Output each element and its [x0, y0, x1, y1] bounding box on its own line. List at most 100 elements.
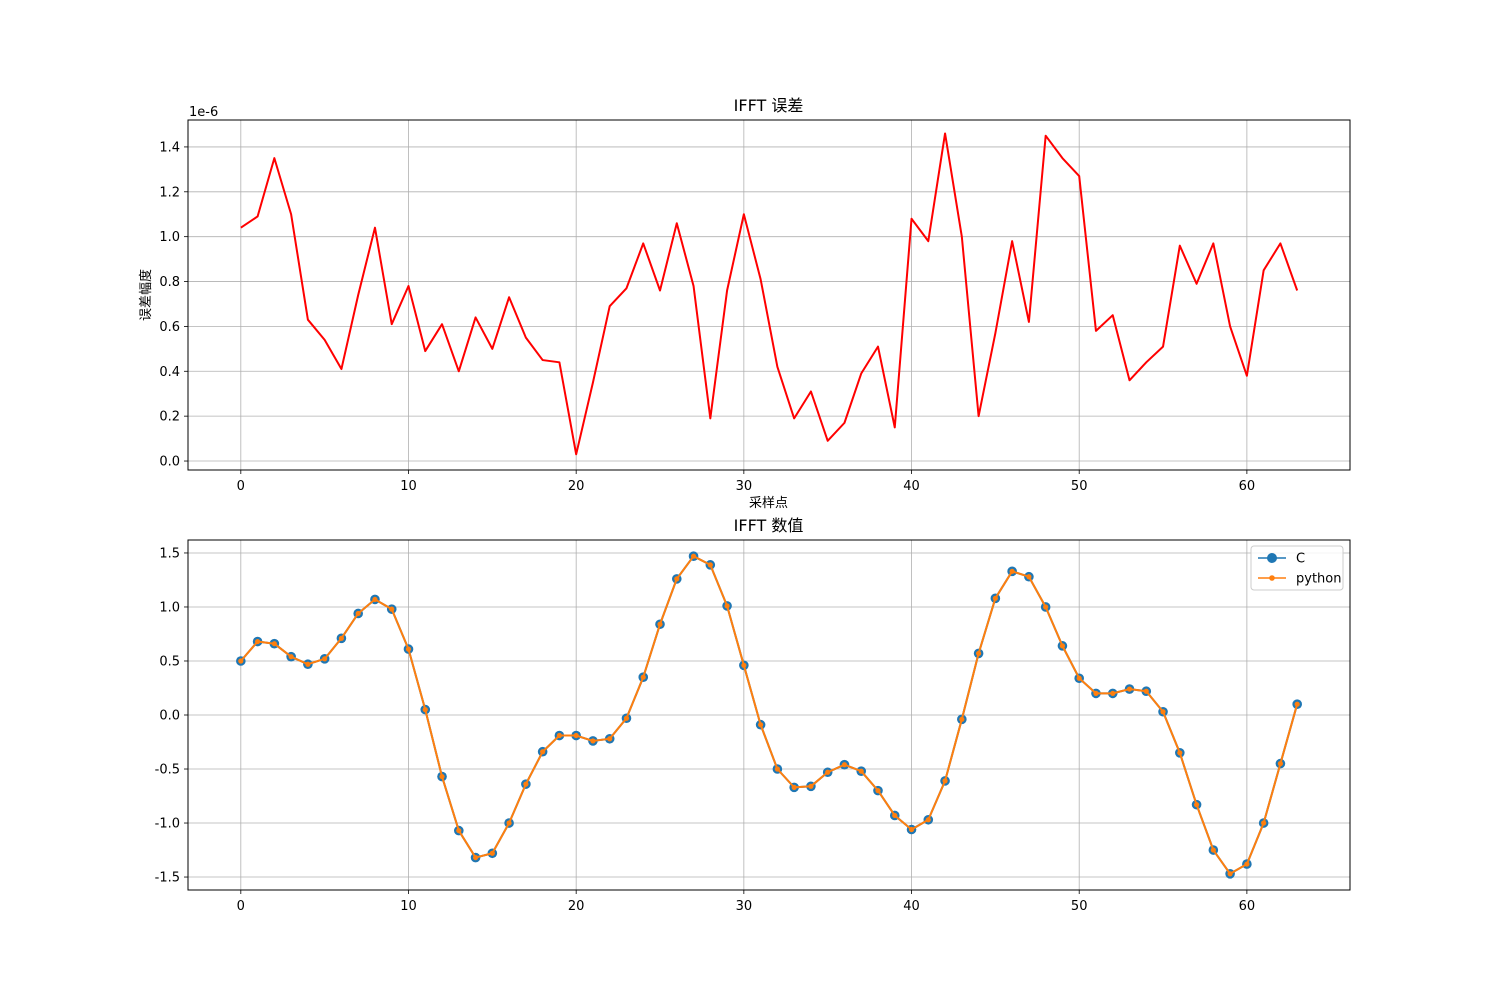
value-chart-xtick-label: 40	[903, 899, 920, 914]
error-chart-title: IFFT 误差	[734, 96, 804, 115]
legend-label-c: C	[1296, 552, 1305, 567]
value-chart-line-python	[240, 555, 1299, 875]
value-chart-xtick-label: 50	[1071, 899, 1088, 914]
value-chart-point-python	[1210, 847, 1216, 853]
value-chart-point-python	[1009, 568, 1015, 574]
error-chart-ytick-label: 1.0	[159, 230, 180, 245]
value-chart-grid	[188, 540, 1350, 890]
error-chart-ticks: 0 10 20 30 40 50 60 0.0 0.2 0.4 0.6 0.8 1.0 1.2 1.4	[159, 140, 1255, 494]
value-chart-point-python	[1193, 802, 1200, 808]
value-chart-point-python	[1244, 861, 1250, 867]
value-chart-xtick-label: 60	[1239, 899, 1256, 914]
value-chart-ytick-label: 0.0	[159, 709, 180, 724]
value-chart-point-python	[506, 820, 512, 826]
value-chart-point-python	[774, 766, 780, 772]
value-chart-ytick-label: 0.5	[159, 654, 180, 669]
value-chart-point-python	[1177, 750, 1183, 756]
value-chart-point-python	[942, 778, 948, 784]
value-chart-point-python	[556, 732, 563, 739]
value-chart-point-python	[1026, 574, 1032, 580]
error-chart-ytick-label: 0.6	[159, 320, 180, 335]
error-chart-offset-text: 1e-6	[189, 105, 218, 120]
value-chart-point-python	[1126, 686, 1133, 692]
value-chart-point-python	[338, 635, 345, 641]
value-chart-point-python	[472, 854, 479, 861]
error-chart-xlabel: 采样点	[749, 496, 788, 511]
value-chart-point-python	[791, 784, 797, 790]
value-chart-point-python	[741, 662, 747, 668]
value-chart-ytick-label: 1.5	[159, 546, 180, 561]
value-chart-point-python	[992, 595, 998, 601]
error-chart-line-error	[240, 132, 1299, 456]
value-chart-point-python	[808, 783, 814, 789]
error-chart-xtick-label: 10	[400, 479, 417, 494]
value-chart-point-python	[271, 641, 277, 647]
value-chart-point-python	[1294, 701, 1300, 707]
error-chart-series	[240, 132, 1299, 456]
legend-marker-c	[1267, 553, 1277, 563]
value-chart-ytick-label: -0.5	[155, 763, 180, 778]
value-chart-ticks: 0 10 20 30 40 50 60 -1.5 -1.0 -0.5 0.0 0.5 1.0 1.5	[155, 546, 1256, 914]
value-chart-point-python	[389, 606, 395, 612]
value-chart-point-python	[1160, 709, 1166, 715]
value-chart-point-python	[892, 812, 898, 819]
value-chart-point-python	[305, 661, 311, 667]
error-chart-xtick-label: 40	[903, 479, 920, 494]
value-chart-point-python	[707, 562, 713, 568]
value-chart-point-python	[1110, 690, 1116, 697]
value-chart-point-python	[841, 762, 848, 768]
value-chart: 0 10 20 30 40 50 60 -1.5 -1.0 -0.5 0.0 0.5 1.0 1.5 IF…	[155, 516, 1351, 914]
error-chart-ytick-label: 1.2	[159, 185, 180, 200]
value-chart-series	[236, 551, 1302, 879]
error-chart-xtick-label: 20	[568, 479, 585, 494]
value-chart-xtick-label: 10	[400, 899, 417, 914]
legend-marker-python	[1269, 575, 1275, 581]
value-chart-xtick-label: 0	[237, 899, 245, 914]
error-chart-ytick-label: 0.0	[159, 455, 180, 470]
error-chart: 0 10 20 30 40 50 60 0.0 0.2 0.4 0.6 0.8 1.0 1.2 1.4 IF…	[138, 96, 1351, 511]
value-chart-title: IFFT 数值	[734, 516, 804, 535]
value-chart-point-python	[925, 817, 931, 823]
value-chart-point-python	[523, 781, 529, 787]
value-chart-point-python	[959, 716, 965, 722]
value-chart-point-python	[590, 738, 596, 744]
value-chart-point-python	[607, 736, 613, 742]
value-chart-point-python	[875, 788, 881, 794]
error-chart-ytick-label: 0.4	[159, 365, 180, 380]
error-chart-ytick-label: 0.2	[159, 410, 180, 425]
error-chart-xtick-label: 60	[1239, 479, 1256, 494]
value-chart-point-python	[674, 576, 680, 582]
value-chart-point-python	[540, 749, 546, 755]
value-chart-point-python	[640, 674, 646, 680]
value-chart-ytick-label: -1.0	[155, 817, 180, 832]
value-chart-point-python	[1043, 604, 1049, 610]
value-chart-point-python	[1076, 675, 1082, 681]
error-chart-ylabel: 误差幅度	[138, 269, 154, 321]
error-chart-ytick-label: 0.8	[159, 275, 180, 290]
value-chart-point-python	[238, 658, 244, 664]
error-chart-ytick-label: 1.4	[159, 140, 180, 155]
value-chart-point-python	[623, 715, 630, 721]
value-chart-point-python	[690, 553, 697, 559]
value-chart-xtick-label: 30	[736, 899, 753, 914]
value-chart-point-python	[372, 596, 378, 603]
error-chart-frame	[187, 119, 1351, 471]
value-chart-point-python	[825, 769, 831, 775]
value-chart-point-python	[405, 646, 412, 652]
legend-label-python: python	[1296, 572, 1341, 587]
value-chart-ytick-label: -1.5	[155, 871, 180, 886]
value-chart-xtick-label: 20	[568, 899, 585, 914]
value-chart-point-python	[908, 826, 915, 833]
value-chart-ytick-label: 1.0	[159, 600, 180, 615]
value-chart-point-python	[1143, 688, 1149, 694]
value-chart-point-python	[1227, 871, 1233, 877]
value-chart-point-python	[322, 656, 328, 662]
value-chart-point-python	[573, 732, 579, 739]
error-chart-xtick-label: 30	[736, 479, 753, 494]
value-chart-point-python	[858, 768, 864, 774]
value-chart-point-python	[758, 722, 764, 728]
value-chart-point-python	[1261, 820, 1267, 826]
value-chart-point-python	[976, 650, 982, 657]
